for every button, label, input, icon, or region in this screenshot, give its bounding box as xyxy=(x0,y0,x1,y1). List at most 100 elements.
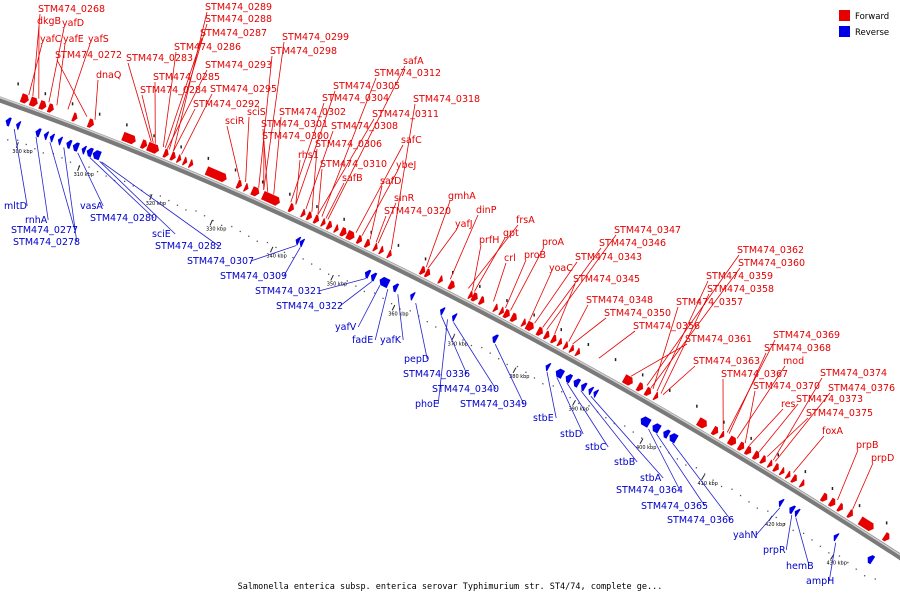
forward-leader-line xyxy=(56,43,66,106)
forward-gene-label: STM474_0359 xyxy=(706,271,773,282)
gc-dot xyxy=(632,431,634,433)
forward-gene-label: rhs1 xyxy=(298,150,319,161)
forward-gene-label: gmhA xyxy=(448,191,476,202)
forward-gene-label: safC xyxy=(401,135,422,146)
reverse-gene-label: STM474_0322 xyxy=(276,301,343,312)
forward-gene xyxy=(355,234,363,244)
reverse-gene xyxy=(81,145,87,155)
forward-leader-line xyxy=(646,254,740,386)
gc-dot xyxy=(363,290,365,293)
forward-gene-label: STM474_0370 xyxy=(753,381,820,392)
gc-dot xyxy=(124,180,126,182)
forward-leader-line xyxy=(630,343,688,377)
scale-tick-label: 310 kbp xyxy=(74,172,94,178)
gc-mark xyxy=(614,358,617,362)
forward-leader-line xyxy=(263,41,285,191)
forward-gene-label: yafC xyxy=(40,34,62,45)
scale-tick-label: 360 kbp xyxy=(388,311,408,317)
reverse-gene-label: hemB xyxy=(786,561,814,572)
forward-leader-line xyxy=(245,116,250,183)
legend-forward-label: Forward xyxy=(855,12,889,22)
reverse-leader-line xyxy=(99,161,176,235)
reverse-leader-line xyxy=(494,344,525,405)
gc-mark xyxy=(560,328,562,332)
gc-dot xyxy=(481,346,483,349)
gc-dot xyxy=(283,251,286,254)
reverse-gene xyxy=(778,498,785,508)
forward-gene xyxy=(139,139,148,149)
forward-gene xyxy=(736,441,745,451)
reverse-gene xyxy=(669,433,679,444)
reverse-leader-line xyxy=(795,517,810,567)
forward-gene xyxy=(418,265,426,275)
forward-gene xyxy=(550,334,557,344)
forward-gene xyxy=(652,391,659,401)
reverse-leader-line xyxy=(283,247,301,277)
gc-dot xyxy=(855,568,857,570)
gc-dot xyxy=(676,458,678,460)
gc-dot xyxy=(756,507,758,509)
forward-gene-label: STM474_0308 xyxy=(331,121,398,132)
reverse-leader-line xyxy=(437,319,448,405)
gc-dot xyxy=(132,185,134,187)
scale-tick xyxy=(639,438,644,445)
gc-dot xyxy=(748,501,750,503)
forward-gene xyxy=(386,249,392,259)
forward-gene xyxy=(772,463,779,472)
forward-gene xyxy=(312,214,320,224)
scale-tick xyxy=(77,165,81,172)
gc-mark xyxy=(153,134,155,138)
forward-gene-label: STM474_0357 xyxy=(676,297,743,308)
gc-dot xyxy=(498,358,500,360)
reverse-gene xyxy=(92,150,102,161)
reverse-gene xyxy=(379,276,391,289)
forward-leader-line xyxy=(141,94,154,143)
forward-leader-line xyxy=(56,59,88,117)
forward-leader-line xyxy=(290,102,325,203)
reverse-gene xyxy=(66,139,73,149)
gc-dot xyxy=(185,209,187,211)
gc-dot xyxy=(561,391,563,393)
gc-dot xyxy=(874,578,876,580)
forward-gene xyxy=(243,183,249,192)
gc-dot xyxy=(195,210,197,212)
reverse-gene xyxy=(35,128,42,138)
forward-gene xyxy=(836,502,843,512)
forward-gene-label: yafS xyxy=(88,34,109,45)
forward-gene xyxy=(542,330,550,340)
forward-gene-label: mod xyxy=(783,356,804,367)
scale-tick xyxy=(572,400,576,406)
gc-mark xyxy=(858,504,861,508)
forward-gene-label: STM474_0318 xyxy=(413,94,480,105)
gc-dot xyxy=(712,479,714,481)
reverse-leader-line xyxy=(580,390,638,463)
reverse-gene-label: rnhA xyxy=(25,215,48,226)
forward-gene xyxy=(798,479,805,488)
forward-gene xyxy=(169,151,176,161)
forward-gene-label: yoaC xyxy=(549,263,573,274)
gc-dot xyxy=(355,285,357,287)
forward-gene xyxy=(827,497,836,507)
forward-leader-line xyxy=(656,280,709,392)
gc-dot xyxy=(588,405,590,407)
forward-gene xyxy=(520,318,526,327)
reverse-leader-line xyxy=(397,294,404,341)
forward-gene xyxy=(363,238,371,248)
forward-gene-label: STM474_0293 xyxy=(205,60,272,71)
gc-mark xyxy=(533,313,535,317)
reverse-gene xyxy=(43,131,50,141)
scale-tick-label: 390 kbp xyxy=(569,407,589,413)
forward-leader-line xyxy=(127,62,152,143)
gc-dot xyxy=(613,422,615,425)
forward-gene xyxy=(250,186,260,197)
gc-dot xyxy=(96,171,99,173)
gc-mark xyxy=(696,404,698,408)
forward-gene xyxy=(568,344,575,353)
forward-gene-label: STM474_0306 xyxy=(315,139,382,150)
forward-gene xyxy=(86,118,94,128)
gc-dot xyxy=(847,561,849,564)
gc-dot xyxy=(578,402,580,405)
forward-gene-label: STM474_0295 xyxy=(210,84,277,95)
forward-gene xyxy=(696,417,707,429)
forward-leader-line xyxy=(568,304,589,342)
